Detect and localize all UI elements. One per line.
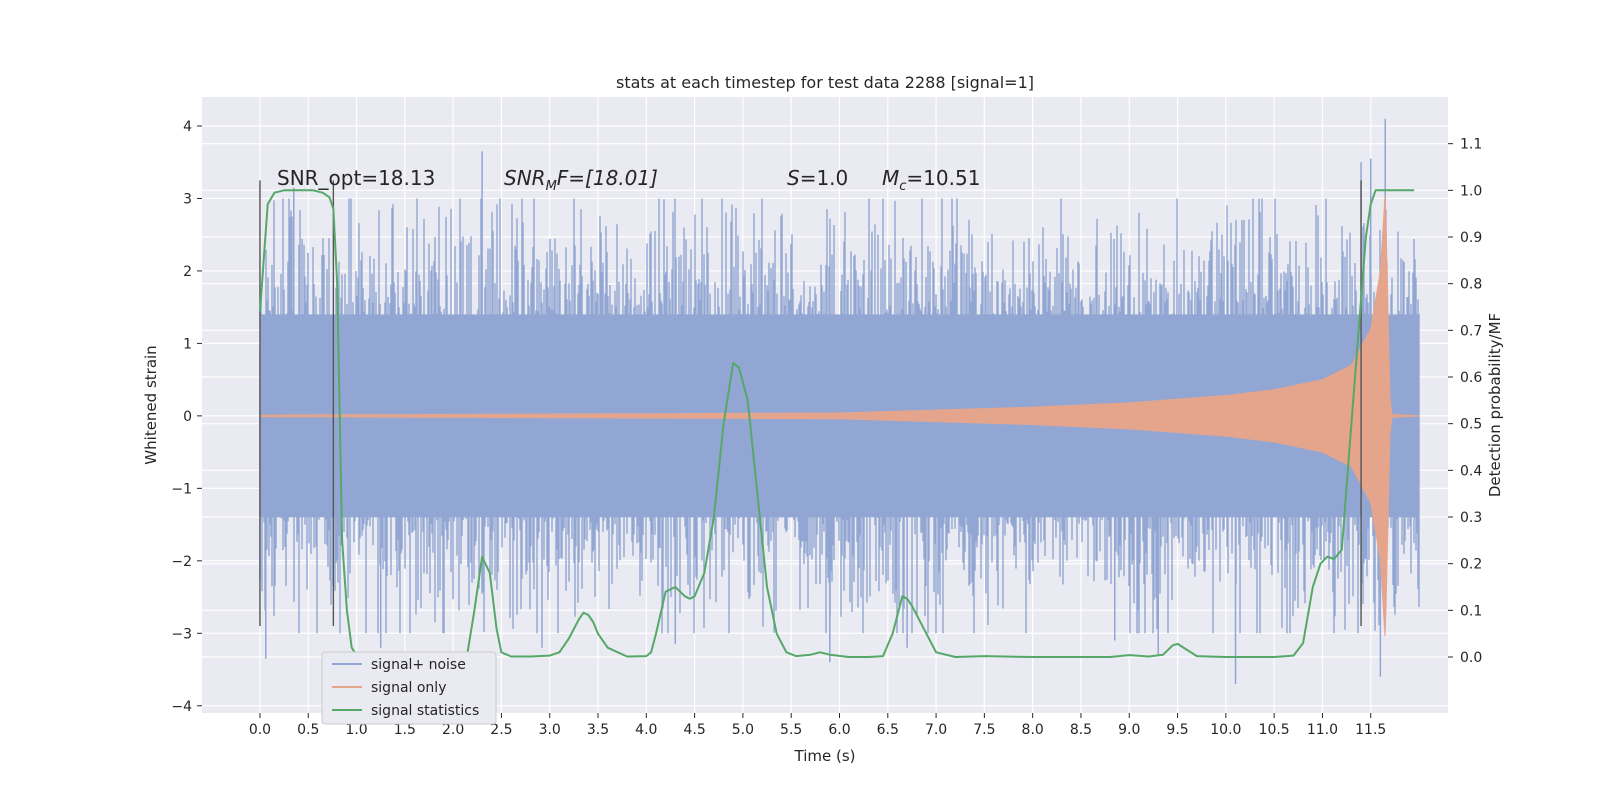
x-tick-label: 3.0 bbox=[539, 722, 561, 738]
legend-box bbox=[321, 651, 497, 725]
x-tick-label: 3.5 bbox=[587, 722, 609, 738]
y2-tick-label: 0.4 bbox=[1460, 463, 1482, 479]
x-tick-label: 2.0 bbox=[442, 722, 464, 738]
y2-tick-label: 0.5 bbox=[1460, 417, 1482, 433]
vertical-markers bbox=[259, 180, 1362, 627]
y2-tick-label: 0.9 bbox=[1460, 230, 1482, 246]
y2-axis-ticks: 1.1 1.0 0.9 0.8 0.7 0.6 0.5 0.4 0.3 0.2 0.1 0.0 bbox=[1448, 137, 1482, 666]
x-tick-label: 6.5 bbox=[877, 722, 899, 738]
annotation-snr-mf-rest: F=[18.01] bbox=[557, 166, 658, 190]
annotation-snr-opt: SNR_opt=18.13 bbox=[277, 166, 435, 190]
y2-tick-label: 0.6 bbox=[1460, 370, 1482, 386]
y2-axis-label: Detection probability/MF bbox=[1486, 313, 1504, 497]
x-tick-label: 4.5 bbox=[683, 722, 705, 738]
x-tick-label: 5.5 bbox=[780, 722, 802, 738]
y-tick-label: −4 bbox=[171, 699, 192, 715]
y2-tick-label: 1.0 bbox=[1460, 183, 1482, 199]
legend-label-signal-plus-noise: signal+ noise bbox=[371, 657, 466, 673]
annotation-s-rest: =1.0 bbox=[800, 166, 849, 190]
y-axis-label: Whitened strain bbox=[142, 345, 160, 464]
y-tick-label: −1 bbox=[171, 481, 192, 497]
y2-tick-label: 0.0 bbox=[1460, 650, 1482, 666]
signal-only-series bbox=[259, 195, 1420, 637]
legend-label-signal-only: signal only bbox=[371, 680, 446, 696]
y2-tick-label: 0.2 bbox=[1460, 557, 1482, 573]
x-tick-label: 10.5 bbox=[1259, 722, 1290, 738]
x-axis-label: Time (s) bbox=[794, 747, 856, 765]
x-tick-label: 7.5 bbox=[973, 722, 995, 738]
y-tick-label: 1 bbox=[183, 336, 192, 352]
annotation-s: S=1.0 bbox=[787, 166, 848, 190]
x-tick-label: 0.0 bbox=[249, 722, 271, 738]
x-tick-label: 1.5 bbox=[394, 722, 416, 738]
x-tick-label: 8.5 bbox=[1070, 722, 1092, 738]
x-tick-label: 8.0 bbox=[1022, 722, 1044, 738]
y-tick-label: 0 bbox=[183, 409, 192, 425]
x-tick-label: 11.0 bbox=[1307, 722, 1338, 738]
x-tick-label: 9.5 bbox=[1166, 722, 1188, 738]
annotation-snr-mf: SNRMF=[18.01] bbox=[504, 166, 658, 194]
legend: signal+ noise signal only signal statist… bbox=[321, 651, 497, 725]
annotation-mc: Mc=10.51 bbox=[882, 166, 980, 194]
y-tick-label: 3 bbox=[183, 191, 192, 207]
annotation-snr-mf-rest-text: F=[18.01] bbox=[557, 166, 658, 190]
x-tick-label: 6.0 bbox=[828, 722, 850, 738]
annotation-mc-rest: =10.51 bbox=[906, 166, 980, 190]
y2-tick-label: 0.7 bbox=[1460, 323, 1482, 339]
x-tick-label: 10.0 bbox=[1210, 722, 1241, 738]
x-tick-label: 2.5 bbox=[490, 722, 512, 738]
x-tick-label: 11.5 bbox=[1355, 722, 1386, 738]
x-axis-ticks: 0.0 0.5 1.0 1.5 2.0 2.5 3.0 3.5 4.0 4.5 5.0 5.5 6.0 6… bbox=[249, 713, 1386, 738]
x-tick-label: 1.0 bbox=[345, 722, 367, 738]
x-tick-label: 0.5 bbox=[297, 722, 319, 738]
y-tick-label: −3 bbox=[171, 626, 192, 642]
legend-label-signal-statistics: signal statistics bbox=[371, 703, 479, 719]
annotation-mc-main: M bbox=[882, 166, 899, 190]
x-tick-label: 9.0 bbox=[1118, 722, 1140, 738]
x-tick-label: 7.0 bbox=[925, 722, 947, 738]
annotations: SNR_opt=18.13 SNRMF=[18.01] S=1.0 Mc=10.… bbox=[277, 166, 980, 194]
annotation-s-main: S bbox=[787, 166, 800, 190]
annotation-mc-sub: c bbox=[899, 179, 906, 194]
y2-tick-label: 0.8 bbox=[1460, 277, 1482, 293]
y2-tick-label: 1.1 bbox=[1460, 137, 1482, 153]
y2-tick-label: 0.1 bbox=[1460, 603, 1482, 619]
chart-title: stats at each timestep for test data 228… bbox=[616, 73, 1034, 92]
y2-tick-label: 0.3 bbox=[1460, 510, 1482, 526]
y-tick-label: −2 bbox=[171, 554, 192, 570]
x-tick-label: 5.0 bbox=[732, 722, 754, 738]
y-tick-label: 2 bbox=[183, 264, 192, 280]
x-tick-label: 4.0 bbox=[635, 722, 657, 738]
annotation-snr-mf-main: SNR bbox=[504, 166, 546, 190]
y-axis-ticks: 4 3 2 1 0 −1 −2 −3 −4 bbox=[171, 119, 202, 715]
y-tick-label: 4 bbox=[183, 119, 192, 135]
annotation-snr-mf-sub: M bbox=[546, 179, 557, 194]
